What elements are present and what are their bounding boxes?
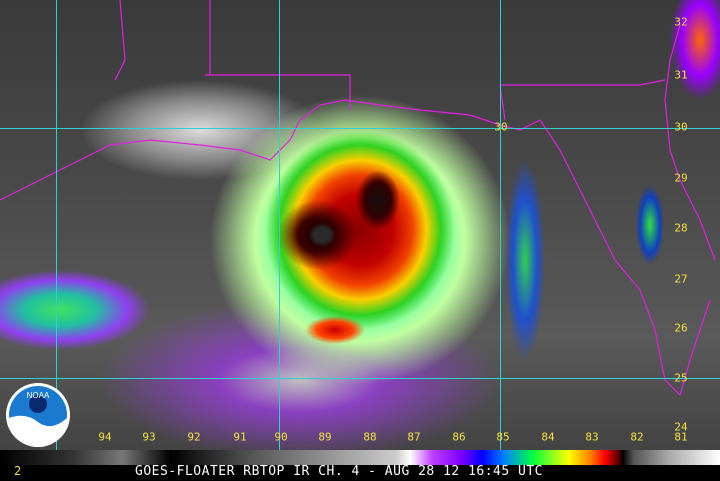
svg-text:NOAA: NOAA [27,391,50,400]
lon-label: 93 [142,430,156,444]
lon-label: 88 [363,430,377,444]
lat-label: 32 [674,15,688,29]
lon-label: 86 [452,430,466,444]
coastline-overlay [0,0,716,397]
lat-label: 25 [674,371,688,385]
temperature-colorbar [0,450,720,465]
noaa-logo: NOAA [6,383,70,447]
image-caption: GOES-FLOATER RBTOP IR CH. 4 - AUG 28 12 … [135,464,544,479]
lat-label: 26 [674,321,688,335]
lat-label: 29 [674,171,688,185]
lat-label: 28 [674,221,688,235]
longitude-gridline [500,0,501,464]
lon-label: 81 [674,430,688,444]
latitude-gridline [0,128,720,129]
longitude-gridline [56,0,57,464]
lon-label: 92 [187,430,201,444]
lon-label: 83 [585,430,599,444]
lon-label: 89 [318,430,332,444]
lat-label: 27 [674,272,688,286]
lat-label: 30 [674,120,688,134]
lon-label: 94 [98,430,112,444]
longitude-gridline [279,0,280,464]
lon-label: 91 [233,430,247,444]
lon-label: 85 [496,430,510,444]
latitude-gridline [0,378,720,379]
caption-bar [0,465,720,481]
lon-label: 82 [630,430,644,444]
lon-label: 90 [274,430,288,444]
inner-lat-label: 30 [494,120,508,134]
lat-label: 31 [674,68,688,82]
lat-label: 24 [674,420,688,434]
frame-number: 2 [14,464,22,478]
lon-label: 84 [541,430,555,444]
lon-label: 87 [407,430,421,444]
